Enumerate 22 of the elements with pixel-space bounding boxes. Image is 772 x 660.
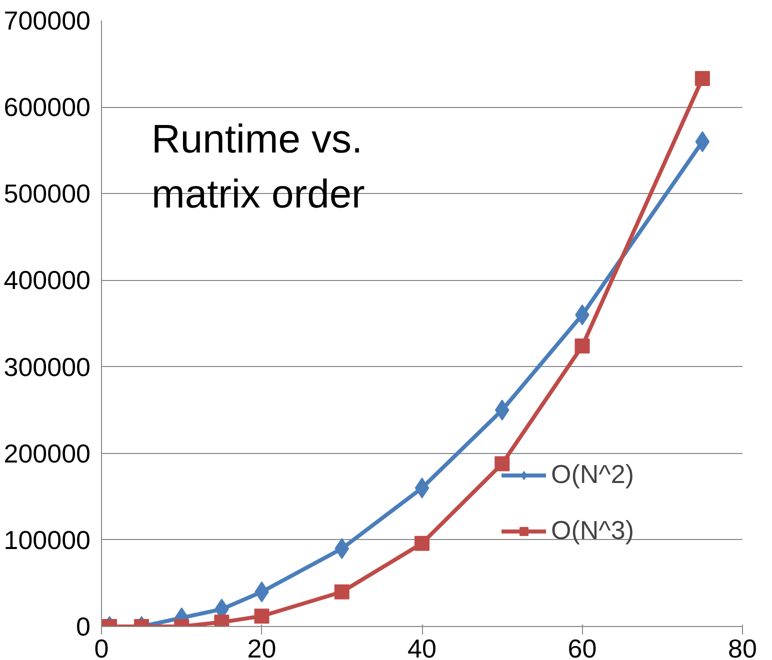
legend-label: O(N^2) [551, 459, 634, 490]
point [334, 584, 350, 600]
x-tick-label: 80 [728, 634, 757, 660]
x-tick-label: 40 [408, 634, 436, 660]
y-tick-label: 300000 [4, 352, 91, 382]
x-tick-label: 20 [247, 634, 276, 660]
point [694, 71, 710, 86]
y-tick-label: 400000 [4, 265, 91, 296]
x-tick-label: 60 [568, 634, 597, 660]
y-tick-label: 100000 [4, 524, 91, 555]
y-tick-label: 700000 [4, 6, 91, 36]
y-tick-label: 500000 [4, 178, 91, 209]
point [254, 608, 270, 624]
legend-label: O(N^3) [551, 515, 634, 546]
point [574, 338, 590, 354]
y-tick-label: 0 [76, 612, 91, 642]
y-tick-label: 200000 [4, 438, 91, 468]
y-tick-label: 600000 [4, 92, 91, 122]
point [414, 536, 430, 551]
text: Runtime vs. matrix order [152, 118, 365, 216]
point [494, 456, 510, 472]
x-tick-label: 0 [94, 634, 109, 660]
